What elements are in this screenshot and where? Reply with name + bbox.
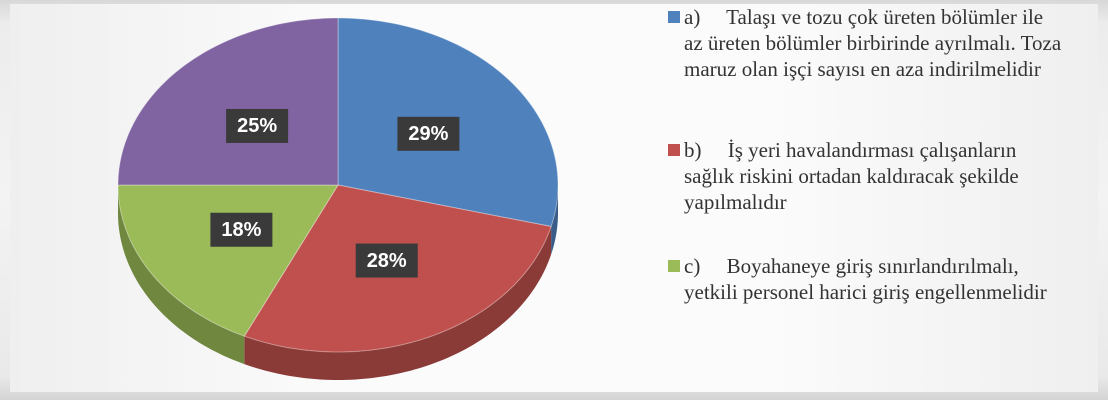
label-box xyxy=(210,212,273,247)
legend-item: a) Talaşı ve tozu çok üreten bölümler il… xyxy=(668,4,1067,82)
label-box xyxy=(397,116,460,151)
data-label: 28% xyxy=(367,250,407,272)
slice-side xyxy=(551,185,558,255)
legend-swatch xyxy=(668,260,680,272)
legend-swatch xyxy=(668,11,680,23)
label-box xyxy=(355,243,418,278)
legend-swatch xyxy=(668,144,680,156)
slice-side xyxy=(118,185,245,365)
slice xyxy=(117,184,339,337)
slice xyxy=(117,17,339,186)
legend-label: b) İş yeri havalandırması çalışanların s… xyxy=(684,138,1024,214)
legend-label: a) Talaşı ve tozu çok üreten bölümler il… xyxy=(684,5,1067,81)
data-label: 29% xyxy=(408,123,448,145)
data-label: 25% xyxy=(237,115,277,137)
slice-side xyxy=(244,226,552,380)
legend-item: b) İş yeri havalandırması çalışanların s… xyxy=(668,137,1064,215)
data-label: 18% xyxy=(221,219,261,241)
legend-item: c) Boyahaneye giriş sınırlandırılmalı, y… xyxy=(668,253,1064,305)
label-box xyxy=(226,108,289,143)
legend-label: c) Boyahaneye giriş sınırlandırılmalı, y… xyxy=(684,254,1047,304)
